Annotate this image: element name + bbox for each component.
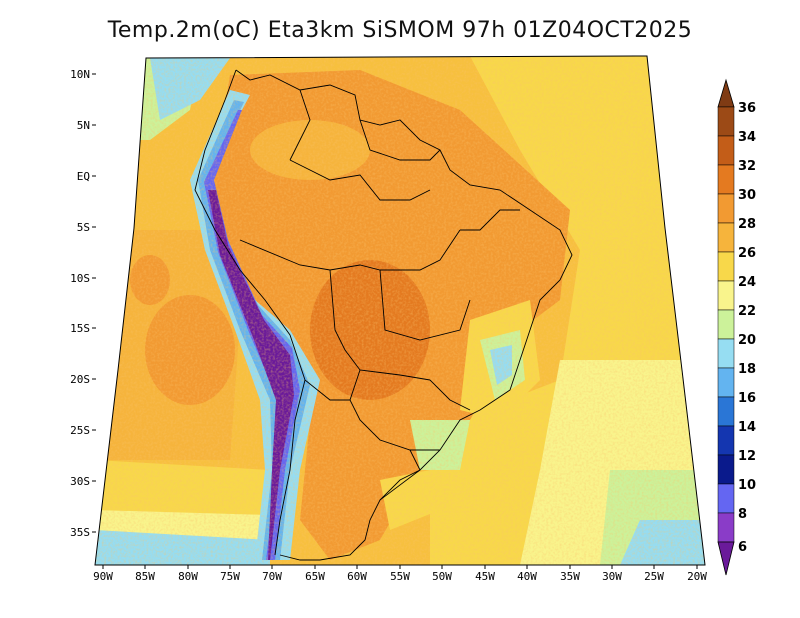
colorbar-bin <box>717 135 735 166</box>
colorbar-label: 36 <box>738 101 756 116</box>
colorbar-bin <box>717 251 735 282</box>
colorbar-bin <box>717 106 735 137</box>
lat-tick-label: 10N <box>70 68 90 81</box>
lat-tick-label: 15S <box>70 322 90 335</box>
colorbar-label: 18 <box>738 362 756 377</box>
colorbar-label: 8 <box>738 507 747 522</box>
colorbar-label: 22 <box>738 304 756 319</box>
lon-tick-label: 70W <box>262 570 282 583</box>
colorbar-arrow-top <box>717 78 735 108</box>
lon-tick-label: 85W <box>135 570 155 583</box>
lat-tick-label: 5S <box>77 221 90 234</box>
colorbar-bin <box>717 512 735 543</box>
colorbar: 36 34 32 30 28 26 24 22 20 18 16 14 12 1… <box>717 78 756 576</box>
colorbar-bin <box>717 367 735 398</box>
lon-tick-label: 55W <box>390 570 410 583</box>
lat-tick-label: 25S <box>70 424 90 437</box>
colorbar-bin <box>717 280 735 311</box>
colorbar-label: 24 <box>738 275 756 290</box>
lat-tick-label: 35S <box>70 526 90 539</box>
map-frame <box>92 55 706 569</box>
lat-tick-label: 20S <box>70 373 90 386</box>
colorbar-arrow-bottom <box>717 541 735 576</box>
lon-tick-label: 75W <box>220 570 240 583</box>
lon-tick-label: 90W <box>93 570 113 583</box>
colorbar-label: 14 <box>738 420 756 435</box>
colorbar-bin <box>717 483 735 514</box>
colorbar-label: 10 <box>738 478 756 493</box>
colorbar-label: 12 <box>738 449 756 464</box>
colorbar-label: 6 <box>738 540 747 555</box>
lon-tick-label: 50W <box>432 570 452 583</box>
colorbar-label: 26 <box>738 246 756 261</box>
colorbar-bin <box>717 193 735 224</box>
lon-tick-label: 20W <box>687 570 707 583</box>
colorbar-label: 28 <box>738 217 756 232</box>
colorbar-bin <box>717 425 735 456</box>
colorbar-bin <box>717 222 735 253</box>
colorbar-bin <box>717 396 735 427</box>
lat-tick-label: 10S <box>70 272 90 285</box>
lon-tick-label: 45W <box>475 570 495 583</box>
lat-tick-label: EQ <box>77 170 90 183</box>
colorbar-bin <box>717 454 735 485</box>
map-title: Temp.2m(oC) Eta3km SiSMOM 97h 01Z04OCT20… <box>107 18 693 43</box>
lat-tick-label: 30S <box>70 475 90 488</box>
country-borders <box>194 69 573 561</box>
colorbar-label: 16 <box>738 391 756 406</box>
lon-tick-label: 25W <box>644 570 664 583</box>
colorbar-bin <box>717 338 735 369</box>
temperature-field <box>95 56 705 565</box>
lon-tick-label: 65W <box>305 570 325 583</box>
colorbar-label: 20 <box>738 333 756 348</box>
colorbar-bin <box>717 164 735 195</box>
lon-tick-label: 30W <box>602 570 622 583</box>
lon-tick-label: 60W <box>347 570 367 583</box>
lon-tick-label: 80W <box>178 570 198 583</box>
colorbar-label: 30 <box>738 188 756 203</box>
colorbar-bin <box>717 309 735 340</box>
lat-axis-labels: 10N 5N EQ 5S 10S 15S 20S 25S 30S 35S <box>70 68 90 539</box>
lon-axis-labels: 90W 85W 80W 75W 70W 65W 60W 55W 50W 45W … <box>93 570 707 583</box>
colorbar-label: 32 <box>738 159 756 174</box>
lat-tick-label: 5N <box>77 119 90 132</box>
colorbar-label: 34 <box>738 130 756 145</box>
lon-tick-label: 40W <box>517 570 537 583</box>
lon-tick-label: 35W <box>560 570 580 583</box>
